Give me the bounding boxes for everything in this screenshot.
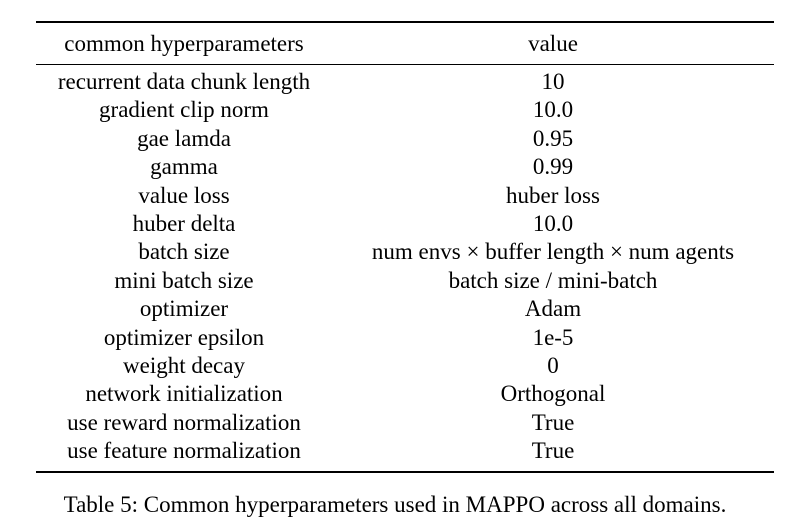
header-rule: [36, 64, 774, 65]
parameter-value: num envs × buffer length × num agents: [371, 239, 735, 265]
table-row: huber delta 10.0: [36, 210, 774, 238]
parameter-name: gae lamda: [137, 125, 231, 151]
table-caption: Table 5: Common hyperparameters used in …: [63, 492, 727, 517]
parameter-value: 10: [541, 69, 565, 94]
header-row: common hyperparameters value: [36, 23, 774, 64]
parameter-name: weight decay: [123, 353, 245, 379]
parameter-name: use feature normalization: [67, 438, 301, 464]
parameter-name: network initialization: [85, 381, 283, 407]
column-header-parameter: common hyperparameters: [64, 31, 304, 56]
parameter-name: huber delta: [132, 211, 236, 237]
bottom-rule: [36, 470, 774, 473]
table-row: mini batch size batch size / mini-batch: [36, 267, 774, 295]
table-row: optimizer epsilon 1e-5: [36, 324, 774, 352]
table-row: batch size num envs × buffer length × num…: [36, 238, 774, 266]
column-header-value: value: [528, 31, 578, 56]
parameter-value: batch size / mini-batch: [448, 267, 658, 293]
parameter-value: 1e-5: [532, 324, 574, 350]
parameter-value: 10.0: [532, 211, 574, 237]
parameter-name: batch size: [138, 239, 230, 265]
parameter-value: True: [531, 438, 575, 464]
parameter-name: value loss: [138, 182, 230, 208]
table-row: use reward normalization True: [36, 409, 774, 437]
parameter-name: gradient clip norm: [99, 97, 269, 123]
table-row: recurrent data chunk length 10: [36, 65, 774, 96]
hyperparameter-table: common hyperparameters value recurrent d…: [36, 21, 774, 473]
parameter-value: 0: [547, 353, 559, 379]
table-row: weight decay 0: [36, 352, 774, 380]
parameter-value: Adam: [524, 296, 582, 322]
table-row: use feature normalization True: [36, 437, 774, 470]
parameter-value: 0.99: [532, 154, 574, 180]
table-row: gae lamda 0.95: [36, 125, 774, 153]
parameter-value: True: [531, 409, 575, 435]
table-row: gamma 0.99: [36, 153, 774, 181]
parameter-value: Orthogonal: [500, 381, 606, 407]
parameter-name: mini batch size: [114, 267, 254, 293]
top-rule: [36, 21, 774, 23]
table-row: network initialization Orthogonal: [36, 380, 774, 408]
parameter-name: optimizer: [139, 296, 229, 322]
parameter-name: gamma: [150, 154, 218, 180]
parameter-name: recurrent data chunk length: [57, 69, 311, 94]
parameter-value: 10.0: [532, 97, 574, 123]
parameter-value: huber loss: [506, 182, 600, 208]
table-row: value loss huber loss: [36, 182, 774, 210]
parameter-value: 0.95: [532, 125, 574, 151]
parameter-name: optimizer epsilon: [103, 324, 265, 350]
table-row: optimizer Adam: [36, 295, 774, 323]
table-row: gradient clip norm 10.0: [36, 96, 774, 124]
parameter-name: use reward normalization: [67, 409, 301, 435]
